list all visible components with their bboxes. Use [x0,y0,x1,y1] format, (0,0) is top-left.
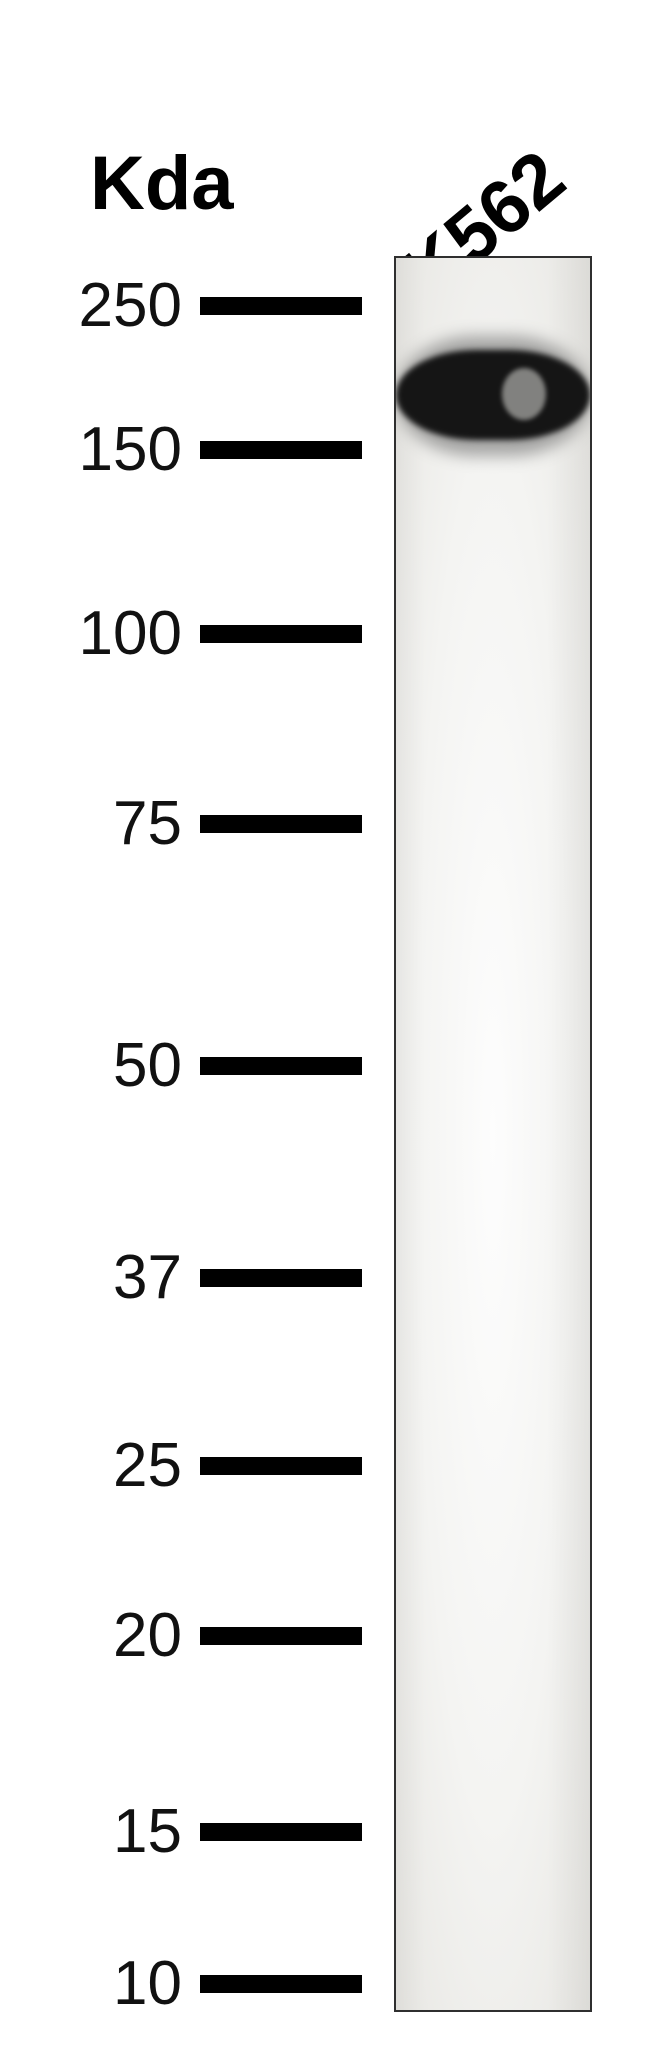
marker-tick [200,815,362,833]
marker-tick [200,1057,362,1075]
marker-label: 50 [0,1030,182,1101]
marker-label: 250 [0,270,182,341]
marker-label: 37 [0,1242,182,1313]
marker-label: 150 [0,414,182,485]
protein-band-gap [502,368,546,420]
marker-tick [200,1457,362,1475]
marker-tick [200,1975,362,1993]
marker-tick [200,297,362,315]
marker-label: 20 [0,1600,182,1671]
lane-strip [394,256,592,2012]
lane-shadow-left [396,258,425,2010]
marker-tick [200,1823,362,1841]
kda-header-label: Kda [90,140,234,227]
lane-shadow-right [547,258,590,2010]
marker-label: 15 [0,1796,182,1867]
blot-figure: Kda K562 25015010075503725201510 [0,0,650,2070]
marker-label: 100 [0,598,182,669]
marker-label: 25 [0,1430,182,1501]
marker-tick [200,625,362,643]
marker-label: 10 [0,1948,182,2019]
protein-band-core [396,350,590,440]
marker-tick [200,441,362,459]
marker-tick [200,1627,362,1645]
marker-label: 75 [0,788,182,859]
marker-tick [200,1269,362,1287]
